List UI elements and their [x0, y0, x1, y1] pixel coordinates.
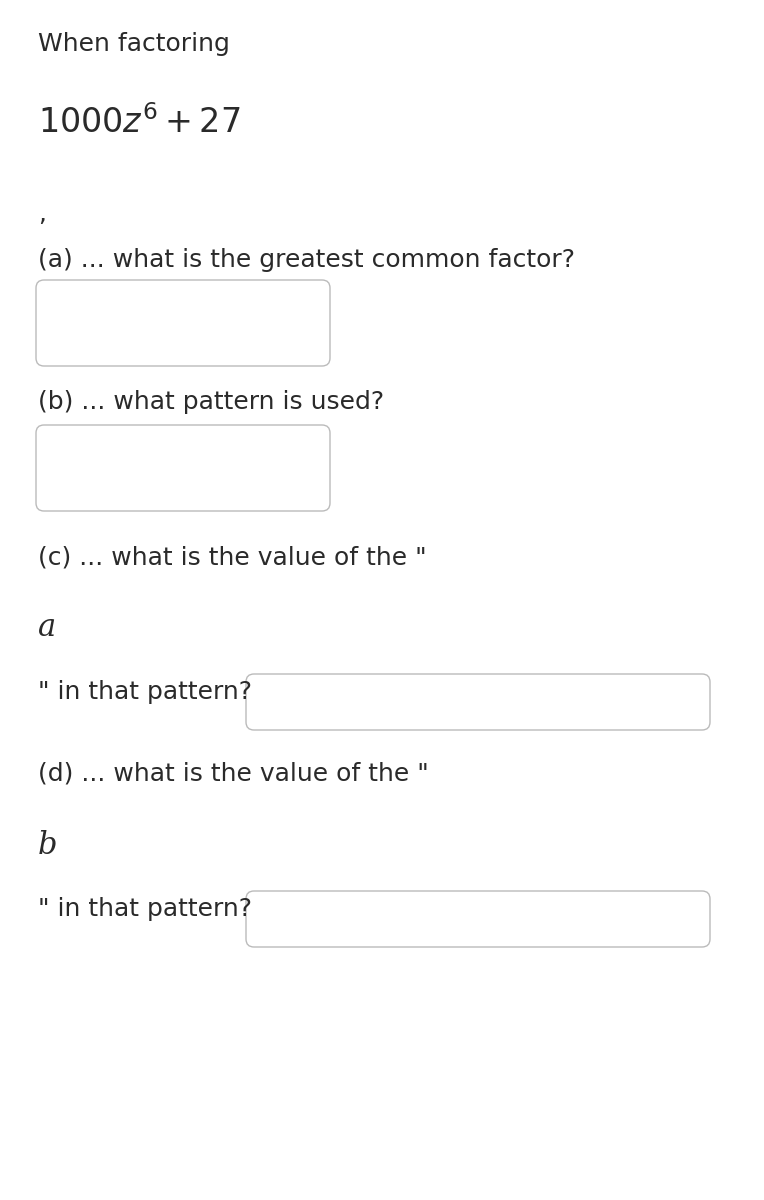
FancyBboxPatch shape — [36, 280, 330, 366]
Text: (b) ... what pattern is used?: (b) ... what pattern is used? — [38, 390, 384, 414]
FancyBboxPatch shape — [246, 674, 710, 730]
Text: a: a — [38, 612, 56, 643]
Text: $1000z^6 + 27$: $1000z^6 + 27$ — [38, 104, 241, 139]
Text: " in that pattern?: " in that pattern? — [38, 680, 252, 704]
FancyBboxPatch shape — [246, 890, 710, 947]
FancyBboxPatch shape — [36, 425, 330, 511]
Text: ,: , — [38, 202, 46, 226]
Text: (c) ... what is the value of the ": (c) ... what is the value of the " — [38, 545, 426, 569]
Text: b: b — [38, 830, 57, 862]
Text: " in that pattern?: " in that pattern? — [38, 898, 252, 922]
Text: (d) ... what is the value of the ": (d) ... what is the value of the " — [38, 762, 429, 786]
Text: (a) ... what is the greatest common factor?: (a) ... what is the greatest common fact… — [38, 248, 575, 272]
Text: When factoring: When factoring — [38, 32, 230, 56]
